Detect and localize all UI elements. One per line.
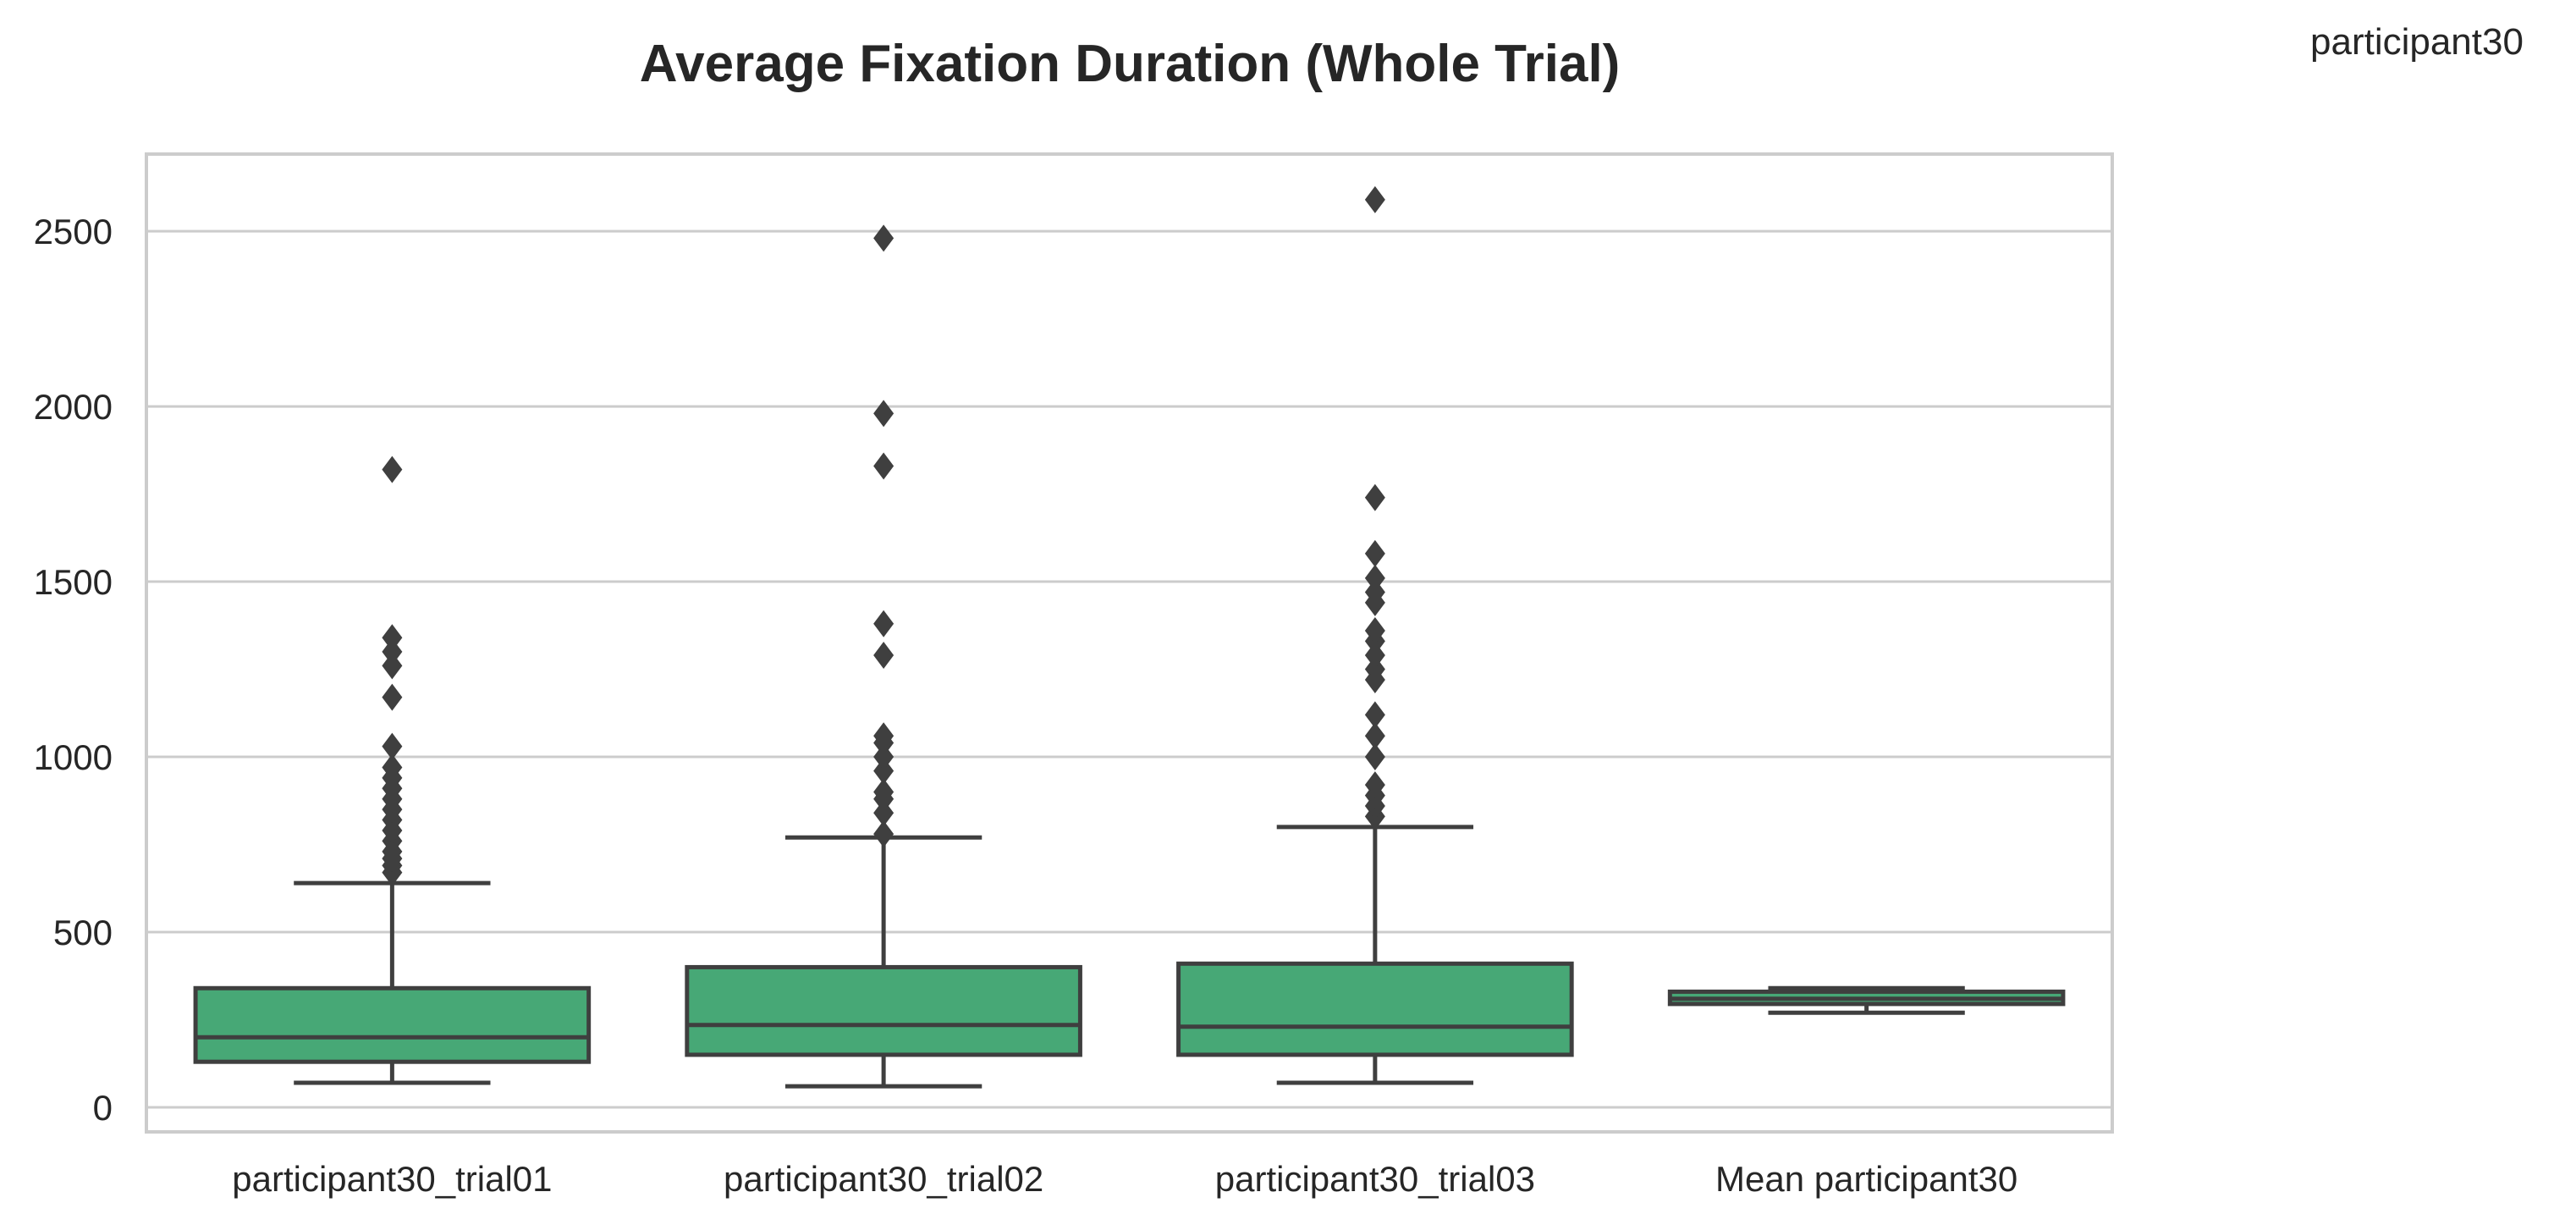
y-tick-label: 500	[53, 913, 113, 952]
box-group	[1667, 985, 2066, 1015]
outlier-point	[382, 732, 403, 760]
outlier-point	[382, 455, 403, 483]
y-tick-label: 1500	[34, 562, 113, 602]
y-tick-label: 2000	[34, 387, 113, 427]
outlier-point	[1364, 578, 1385, 606]
y-tick-label: 0	[93, 1088, 113, 1128]
outlier-point	[873, 820, 894, 848]
x-tick-label: Mean participant30	[1715, 1159, 2017, 1199]
iqr-box	[685, 964, 1082, 1057]
chart-title: Average Fixation Duration (Whole Trial)	[640, 35, 1621, 93]
outlier-point	[1364, 539, 1385, 567]
box-group	[1176, 185, 1574, 1085]
x-tick-label: participant30_trial01	[232, 1159, 552, 1199]
outlier-point	[1364, 701, 1385, 729]
outlier-point	[382, 637, 403, 665]
outlier-point	[1364, 655, 1385, 683]
outlier-point	[1364, 771, 1385, 799]
x-axis-ticks: participant30_trial01 participant30_trial…	[232, 1159, 2017, 1199]
outlier-point	[873, 799, 894, 827]
outlier-point	[873, 722, 894, 750]
outlier-point	[1364, 617, 1385, 645]
y-tick-label: 2500	[34, 212, 113, 251]
outlier-point	[1364, 483, 1385, 511]
outlier-point	[382, 753, 403, 781]
outlier-point	[382, 683, 403, 711]
outlier-point	[873, 757, 894, 785]
iqr-box	[1176, 961, 1574, 1057]
outlier-point	[873, 452, 894, 480]
outlier-point	[873, 610, 894, 637]
y-tick-label: 1000	[34, 737, 113, 777]
outlier-point	[1364, 185, 1385, 213]
outlier-point	[873, 778, 894, 806]
plot-frame	[145, 152, 2114, 1134]
box-group	[685, 224, 1082, 1089]
outlier-point	[1364, 564, 1385, 592]
x-tick-label: participant30_trial02	[724, 1159, 1043, 1199]
boxes	[193, 185, 2066, 1089]
outlier-point	[873, 743, 894, 771]
outlier-point	[1364, 722, 1385, 750]
outlier-point	[1364, 641, 1385, 669]
outlier-point	[873, 224, 894, 252]
outlier-point	[873, 641, 894, 669]
outlier-point	[382, 624, 403, 652]
box-group	[193, 455, 592, 1085]
outlier-point	[1364, 743, 1385, 771]
y-axis-ticks: 0 500 1000 1500 2000 2500	[34, 212, 113, 1128]
x-tick-label: participant30_trial03	[1215, 1159, 1535, 1199]
outlier-point	[873, 400, 894, 428]
outlier-point	[382, 652, 403, 680]
participant-label: participant30	[2310, 21, 2524, 63]
gridlines	[146, 229, 2112, 1109]
iqr-box	[193, 985, 592, 1064]
